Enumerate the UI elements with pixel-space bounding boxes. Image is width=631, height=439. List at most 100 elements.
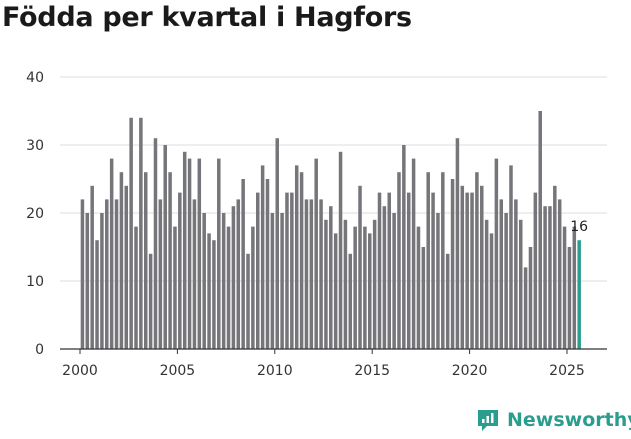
bar [518, 219, 523, 349]
bar [392, 213, 396, 349]
y-tick-label: 30 [26, 138, 44, 154]
bar [187, 158, 192, 349]
bar [134, 226, 138, 349]
bar [450, 179, 455, 349]
bar [528, 247, 533, 349]
bar [207, 233, 211, 349]
bar [397, 172, 401, 349]
bar [416, 226, 421, 349]
y-tick-label: 20 [26, 206, 44, 222]
x-axis-labels: 2000 2005 2010 2015 2020 2025 [62, 349, 585, 379]
bar [221, 213, 226, 349]
bar [129, 117, 133, 349]
bar [557, 199, 562, 349]
bar [504, 213, 508, 349]
bar [338, 151, 343, 349]
bar [290, 192, 294, 349]
chart-title: Födda per kvartal i Hagfors [2, 2, 412, 33]
last-value-label: 16 [570, 219, 588, 235]
bar [470, 192, 474, 349]
bar [553, 185, 557, 349]
bar [484, 219, 489, 349]
bars [80, 111, 581, 349]
bar [494, 158, 499, 349]
bar [567, 247, 572, 349]
bar [309, 199, 314, 349]
y-axis-labels: 0 10 20 30 40 [26, 70, 44, 358]
bar [241, 179, 245, 349]
bar [226, 226, 231, 349]
bar [280, 213, 284, 349]
bar [256, 192, 260, 349]
bar [348, 253, 353, 349]
bar-highlighted [577, 240, 581, 349]
bar [514, 199, 518, 349]
bar [109, 158, 114, 349]
bar [436, 213, 440, 349]
bar [260, 165, 265, 349]
bar [363, 226, 367, 349]
bar [168, 172, 172, 349]
bar [572, 226, 577, 349]
bar [465, 192, 469, 349]
bar [489, 233, 494, 349]
bar [421, 247, 426, 349]
bar [548, 206, 552, 349]
bar [329, 206, 333, 349]
bar [90, 185, 94, 349]
bar [85, 213, 90, 349]
newsworthy-logo: Newsworthy [475, 407, 631, 433]
bar [158, 199, 163, 349]
brand-name: Newsworthy [507, 409, 631, 431]
bar [441, 172, 445, 349]
bar [324, 219, 328, 349]
bar [197, 158, 202, 349]
bar [139, 117, 143, 349]
bar [304, 199, 309, 349]
y-tick-label: 10 [26, 274, 44, 290]
bar [333, 233, 338, 349]
bar [124, 185, 129, 349]
bar [509, 165, 513, 349]
bar [173, 226, 177, 349]
x-tick-label: 2010 [257, 363, 293, 379]
newsworthy-logo-icon [478, 410, 498, 431]
bar [182, 151, 187, 349]
bar [387, 192, 391, 349]
x-tick-label: 2005 [160, 363, 196, 379]
y-tick-label: 40 [26, 70, 44, 86]
bar [562, 226, 567, 349]
bar [212, 240, 216, 349]
bar [202, 213, 206, 349]
bar [445, 253, 450, 349]
bar [246, 253, 250, 349]
bar [475, 172, 479, 349]
bar [538, 111, 542, 349]
bar [270, 213, 275, 349]
bar [533, 192, 538, 349]
bar [319, 199, 323, 349]
bar [480, 185, 484, 349]
bar [299, 172, 304, 349]
bar [294, 165, 299, 349]
bar [119, 172, 124, 349]
bar [153, 138, 158, 349]
bar [406, 192, 411, 349]
bar [265, 179, 270, 349]
bar [95, 240, 99, 349]
bar [382, 206, 387, 349]
x-tick-label: 2020 [452, 363, 488, 379]
bar [217, 158, 221, 349]
bar [411, 158, 416, 349]
bar [353, 226, 357, 349]
bar [251, 226, 255, 349]
bar [358, 185, 362, 349]
bar [377, 192, 382, 349]
bar [426, 172, 430, 349]
bar [163, 145, 167, 349]
bar [402, 145, 406, 349]
x-tick-label: 2000 [62, 363, 98, 379]
bar [114, 199, 119, 349]
bar [100, 213, 104, 349]
